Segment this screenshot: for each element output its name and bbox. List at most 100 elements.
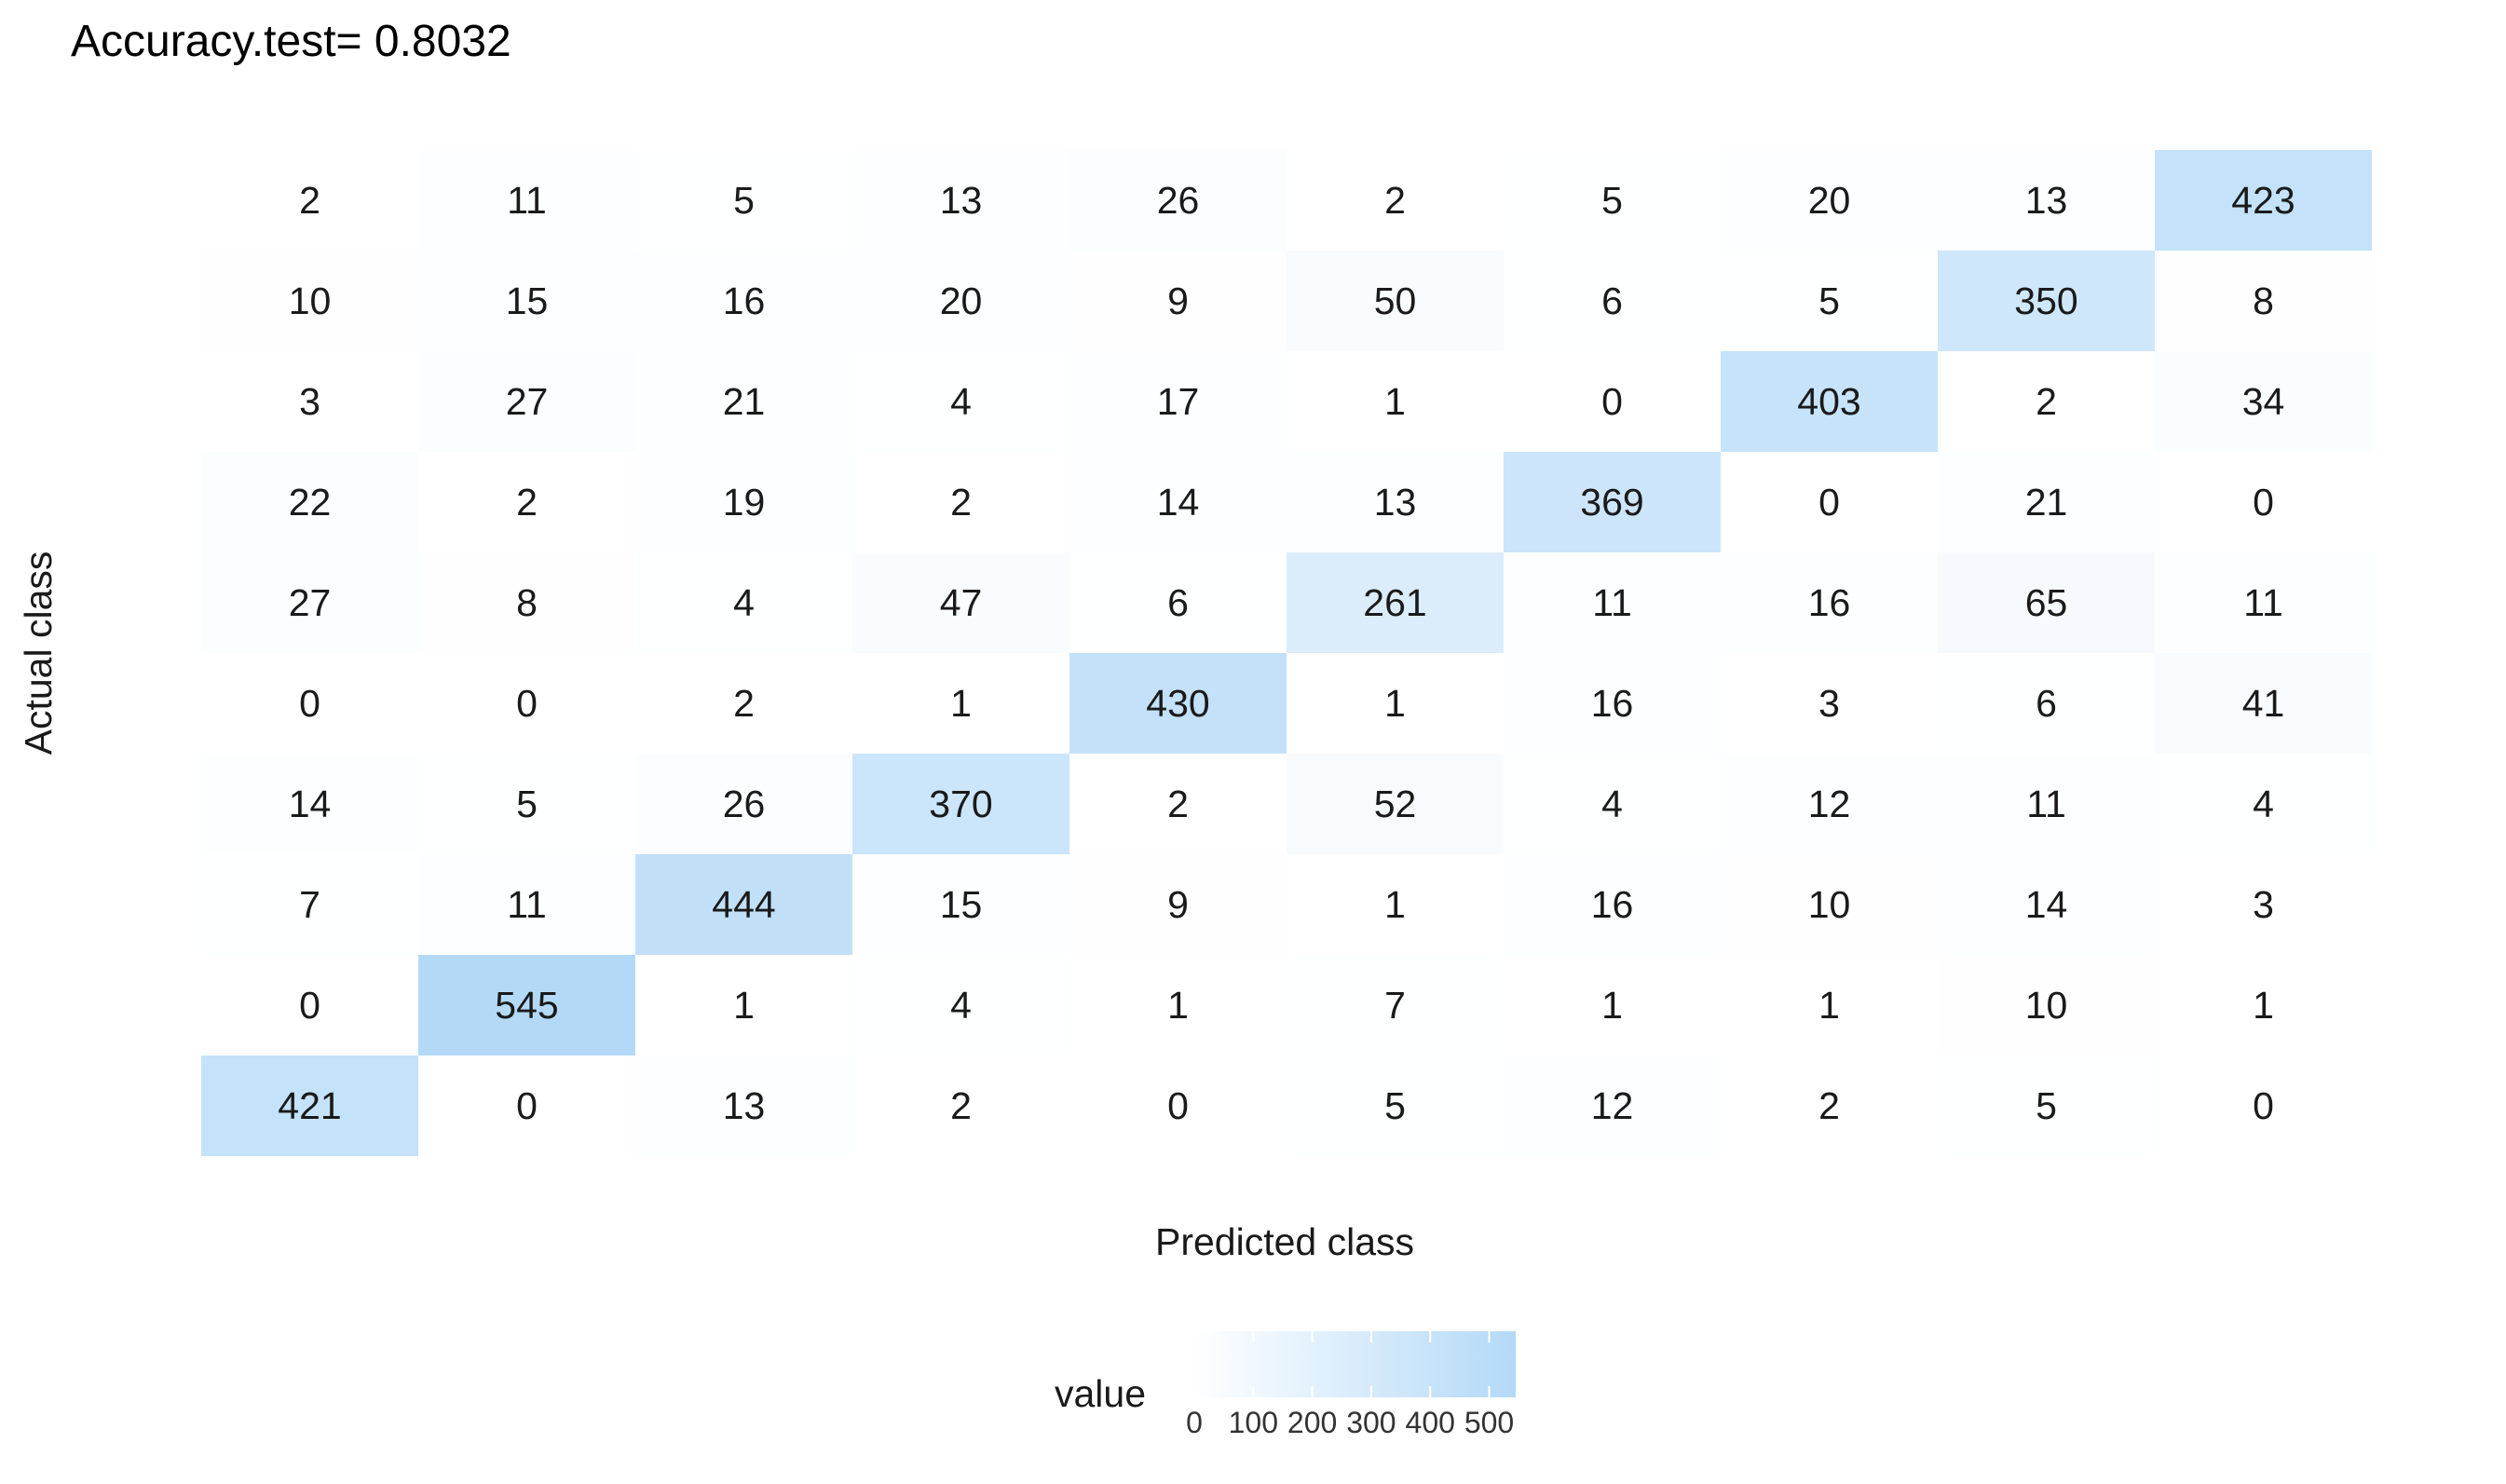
y-axis-title: Actual class xyxy=(17,551,60,756)
heatmap-cell-value: 4 xyxy=(2253,783,2274,825)
legend-color-bar xyxy=(1194,1331,1516,1397)
heatmap-cell-value: 8 xyxy=(516,581,538,624)
heatmap-cell xyxy=(1069,251,1287,351)
heatmap-cell xyxy=(1721,251,1938,351)
heatmap-cell xyxy=(201,251,418,351)
heatmap-cell xyxy=(418,955,635,1055)
heatmap-cell xyxy=(2155,653,2372,754)
heatmap-cell-value: 19 xyxy=(723,481,766,524)
heatmap-cell-value: 370 xyxy=(929,783,992,825)
heatmap-cell xyxy=(852,552,1069,653)
heatmap-cell xyxy=(418,653,635,754)
heatmap-cell xyxy=(1721,552,1938,653)
heatmap-cell-value: 2 xyxy=(950,481,972,524)
heatmap-cell-value: 16 xyxy=(1808,581,1851,624)
heatmap-cell-value: 423 xyxy=(2231,179,2295,222)
heatmap-cell xyxy=(635,251,852,351)
heatmap-cell xyxy=(1504,854,1721,955)
heatmap-cell xyxy=(852,150,1069,251)
heatmap-cell-value: 5 xyxy=(733,179,755,222)
heatmap-cell-value: 350 xyxy=(2014,279,2077,322)
heatmap-cell-value: 47 xyxy=(940,581,983,624)
heatmap-cell xyxy=(418,854,635,955)
heatmap-cell xyxy=(1504,351,1721,452)
heatmap-cell-value: 20 xyxy=(1808,179,1851,222)
heatmap-cell xyxy=(1504,653,1721,754)
heatmap-cell-value: 1 xyxy=(1167,984,1189,1027)
heatmap-cell xyxy=(1287,452,1504,552)
heatmap-cell-value: 41 xyxy=(2242,682,2285,725)
heatmap-cell xyxy=(1287,552,1504,653)
heatmap-cell xyxy=(635,653,852,754)
heatmap-cell-value: 10 xyxy=(1808,883,1851,926)
heatmap-cell xyxy=(418,150,635,251)
heatmap-cell-value: 14 xyxy=(1157,481,1200,524)
heatmap-cell-value: 2 xyxy=(516,481,538,524)
heatmap-cell-value: 7 xyxy=(1384,984,1406,1027)
heatmap-cell-value: 430 xyxy=(1146,682,1209,725)
heatmap-cell xyxy=(635,854,852,955)
heatmap-cell xyxy=(1721,452,1938,552)
heatmap-cell-value: 369 xyxy=(1580,481,1643,524)
heatmap-cell xyxy=(1938,251,2155,351)
heatmap-cell xyxy=(1504,251,1721,351)
heatmap-cell xyxy=(1504,955,1721,1055)
heatmap-cell xyxy=(1504,452,1721,552)
heatmap-cell-value: 6 xyxy=(1167,581,1189,624)
heatmap-cell-value: 0 xyxy=(1167,1084,1189,1127)
heatmap-cell xyxy=(1938,1055,2155,1156)
heatmap-cell-value: 11 xyxy=(507,883,547,926)
heatmap-cell xyxy=(418,754,635,854)
heatmap-cell-value: 17 xyxy=(1157,380,1200,423)
heatmap-cell-value: 3 xyxy=(2253,883,2274,926)
heatmap-cell-value: 0 xyxy=(299,984,320,1027)
heatmap-cell-value: 34 xyxy=(2242,380,2285,423)
heatmap-cell xyxy=(635,552,852,653)
heatmap-cell xyxy=(1721,754,1938,854)
heatmap-cell xyxy=(1069,1055,1287,1156)
heatmap-cell-value: 1 xyxy=(733,984,755,1027)
color-legend: value 0 100 200 300 400 500 xyxy=(1055,1331,1516,1439)
heatmap-cell xyxy=(2155,351,2372,452)
heatmap-cell-value: 261 xyxy=(1363,581,1426,624)
heatmap-cell xyxy=(635,351,852,452)
heatmap-cell-value: 20 xyxy=(940,279,983,322)
heatmap-cell xyxy=(2155,452,2372,552)
heatmap-cell-value: 0 xyxy=(2253,481,2274,524)
heatmap-cell xyxy=(1287,351,1504,452)
heatmap-cell xyxy=(1504,552,1721,653)
heatmap-cell-value: 11 xyxy=(1592,581,1632,624)
heatmap-cell xyxy=(2155,150,2372,251)
heatmap-cell-value: 1 xyxy=(1384,682,1406,725)
heatmap-cell-value: 7 xyxy=(299,883,320,926)
heatmap-cell-value: 4 xyxy=(950,380,972,423)
heatmap-cell xyxy=(1069,150,1287,251)
heatmap-cell-value: 1 xyxy=(950,682,972,725)
heatmap-cell-value: 4 xyxy=(1601,783,1623,825)
heatmap-cell xyxy=(635,955,852,1055)
heatmap-cell-value: 16 xyxy=(723,279,766,322)
heatmap-cell xyxy=(1938,452,2155,552)
heatmap-cell-value: 403 xyxy=(1797,380,1860,423)
legend-tick-label: 300 xyxy=(1346,1406,1396,1439)
heatmap-cell xyxy=(1287,653,1504,754)
legend-tick-label: 200 xyxy=(1287,1406,1337,1439)
heatmap-cell xyxy=(1069,955,1287,1055)
heatmap-cell-value: 13 xyxy=(723,1084,766,1127)
heatmap-cell xyxy=(1287,1055,1504,1156)
heatmap-cell xyxy=(2155,1055,2372,1156)
heatmap-cell-value: 10 xyxy=(289,279,332,322)
heatmap-cell xyxy=(201,150,418,251)
heatmap-cell-value: 2 xyxy=(2036,380,2057,423)
heatmap-cell-value: 21 xyxy=(723,380,766,423)
heatmap-cell-value: 6 xyxy=(1601,279,1623,322)
heatmap-cell xyxy=(2155,251,2372,351)
heatmap-cell xyxy=(1721,150,1938,251)
heatmap-cell-value: 26 xyxy=(1157,179,1200,222)
heatmap-cell-value: 5 xyxy=(1601,179,1623,222)
heatmap-cell xyxy=(635,150,852,251)
heatmap-cell xyxy=(852,653,1069,754)
heatmap-cell-value: 4 xyxy=(733,581,755,624)
heatmap-cell xyxy=(201,854,418,955)
